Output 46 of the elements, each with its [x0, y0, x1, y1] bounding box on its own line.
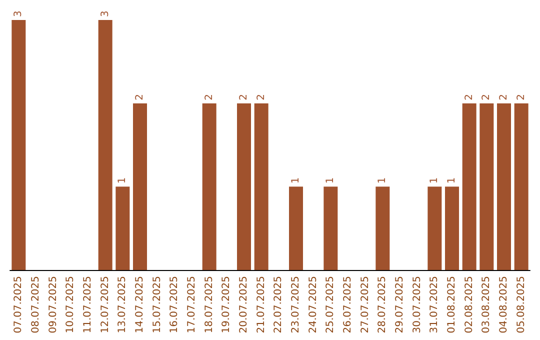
data-label: 2: [256, 94, 267, 100]
data-label: 1: [377, 177, 388, 184]
data-label: 3: [100, 10, 111, 17]
data-label: 2: [238, 94, 250, 100]
data-label: 2: [204, 94, 215, 100]
x-tick-label: 19.07.2025: [221, 276, 232, 334]
x-tick-label: 25.07.2025: [325, 276, 336, 334]
x-tick-label: 09.07.2025: [48, 276, 59, 334]
data-label: 3: [13, 10, 24, 17]
x-tick-label: 26.07.2025: [342, 276, 354, 334]
data-label: 1: [290, 177, 302, 184]
x-tick-label: 28.07.2025: [377, 276, 388, 334]
x-tick-label: 14.07.2025: [134, 276, 146, 334]
x-tick-label: 22.07.2025: [273, 276, 284, 334]
data-label: 1: [429, 177, 440, 184]
x-tick-label: 30.07.2025: [412, 276, 423, 334]
x-tick-label: 01.08.2025: [446, 276, 458, 334]
x-tick-label: 07.07.2025: [13, 276, 24, 334]
x-tick-label: 29.07.2025: [394, 276, 406, 334]
x-tick-label: 21.07.2025: [256, 276, 267, 334]
data-label: 1: [117, 177, 128, 184]
data-label: 2: [516, 94, 527, 100]
data-label: 2: [464, 94, 475, 100]
x-tick-label: 18.07.2025: [204, 276, 215, 334]
x-tick-label: 31.07.2025: [429, 276, 440, 334]
x-tick-label: 27.07.2025: [360, 276, 371, 334]
x-tick-label: 02.08.2025: [464, 276, 475, 334]
x-tick-label: 23.07.2025: [290, 276, 302, 334]
data-label: 2: [134, 94, 146, 100]
x-tick-label: 17.07.2025: [186, 276, 198, 334]
x-tick-label: 05.08.2025: [516, 276, 527, 334]
data-label: 2: [498, 94, 510, 100]
x-tick-label: 04.08.2025: [498, 276, 510, 334]
data-label: 1: [325, 177, 336, 184]
x-tick-label: 12.07.2025: [100, 276, 111, 334]
x-tick-label: 24.07.2025: [308, 276, 319, 334]
x-tick-label: 15.07.2025: [152, 276, 163, 334]
x-tick-label: 03.08.2025: [481, 276, 492, 334]
x-tick-label: 20.07.2025: [238, 276, 250, 334]
x-tick-label: 13.07.2025: [117, 276, 128, 334]
data-label: 2: [481, 94, 492, 100]
x-tick-label: 10.07.2025: [65, 276, 76, 334]
x-tick-label: 11.07.2025: [82, 276, 94, 334]
x-tick-label: 08.07.2025: [30, 276, 42, 334]
x-tick-label: 16.07.2025: [169, 276, 180, 334]
data-label: 1: [446, 177, 458, 184]
